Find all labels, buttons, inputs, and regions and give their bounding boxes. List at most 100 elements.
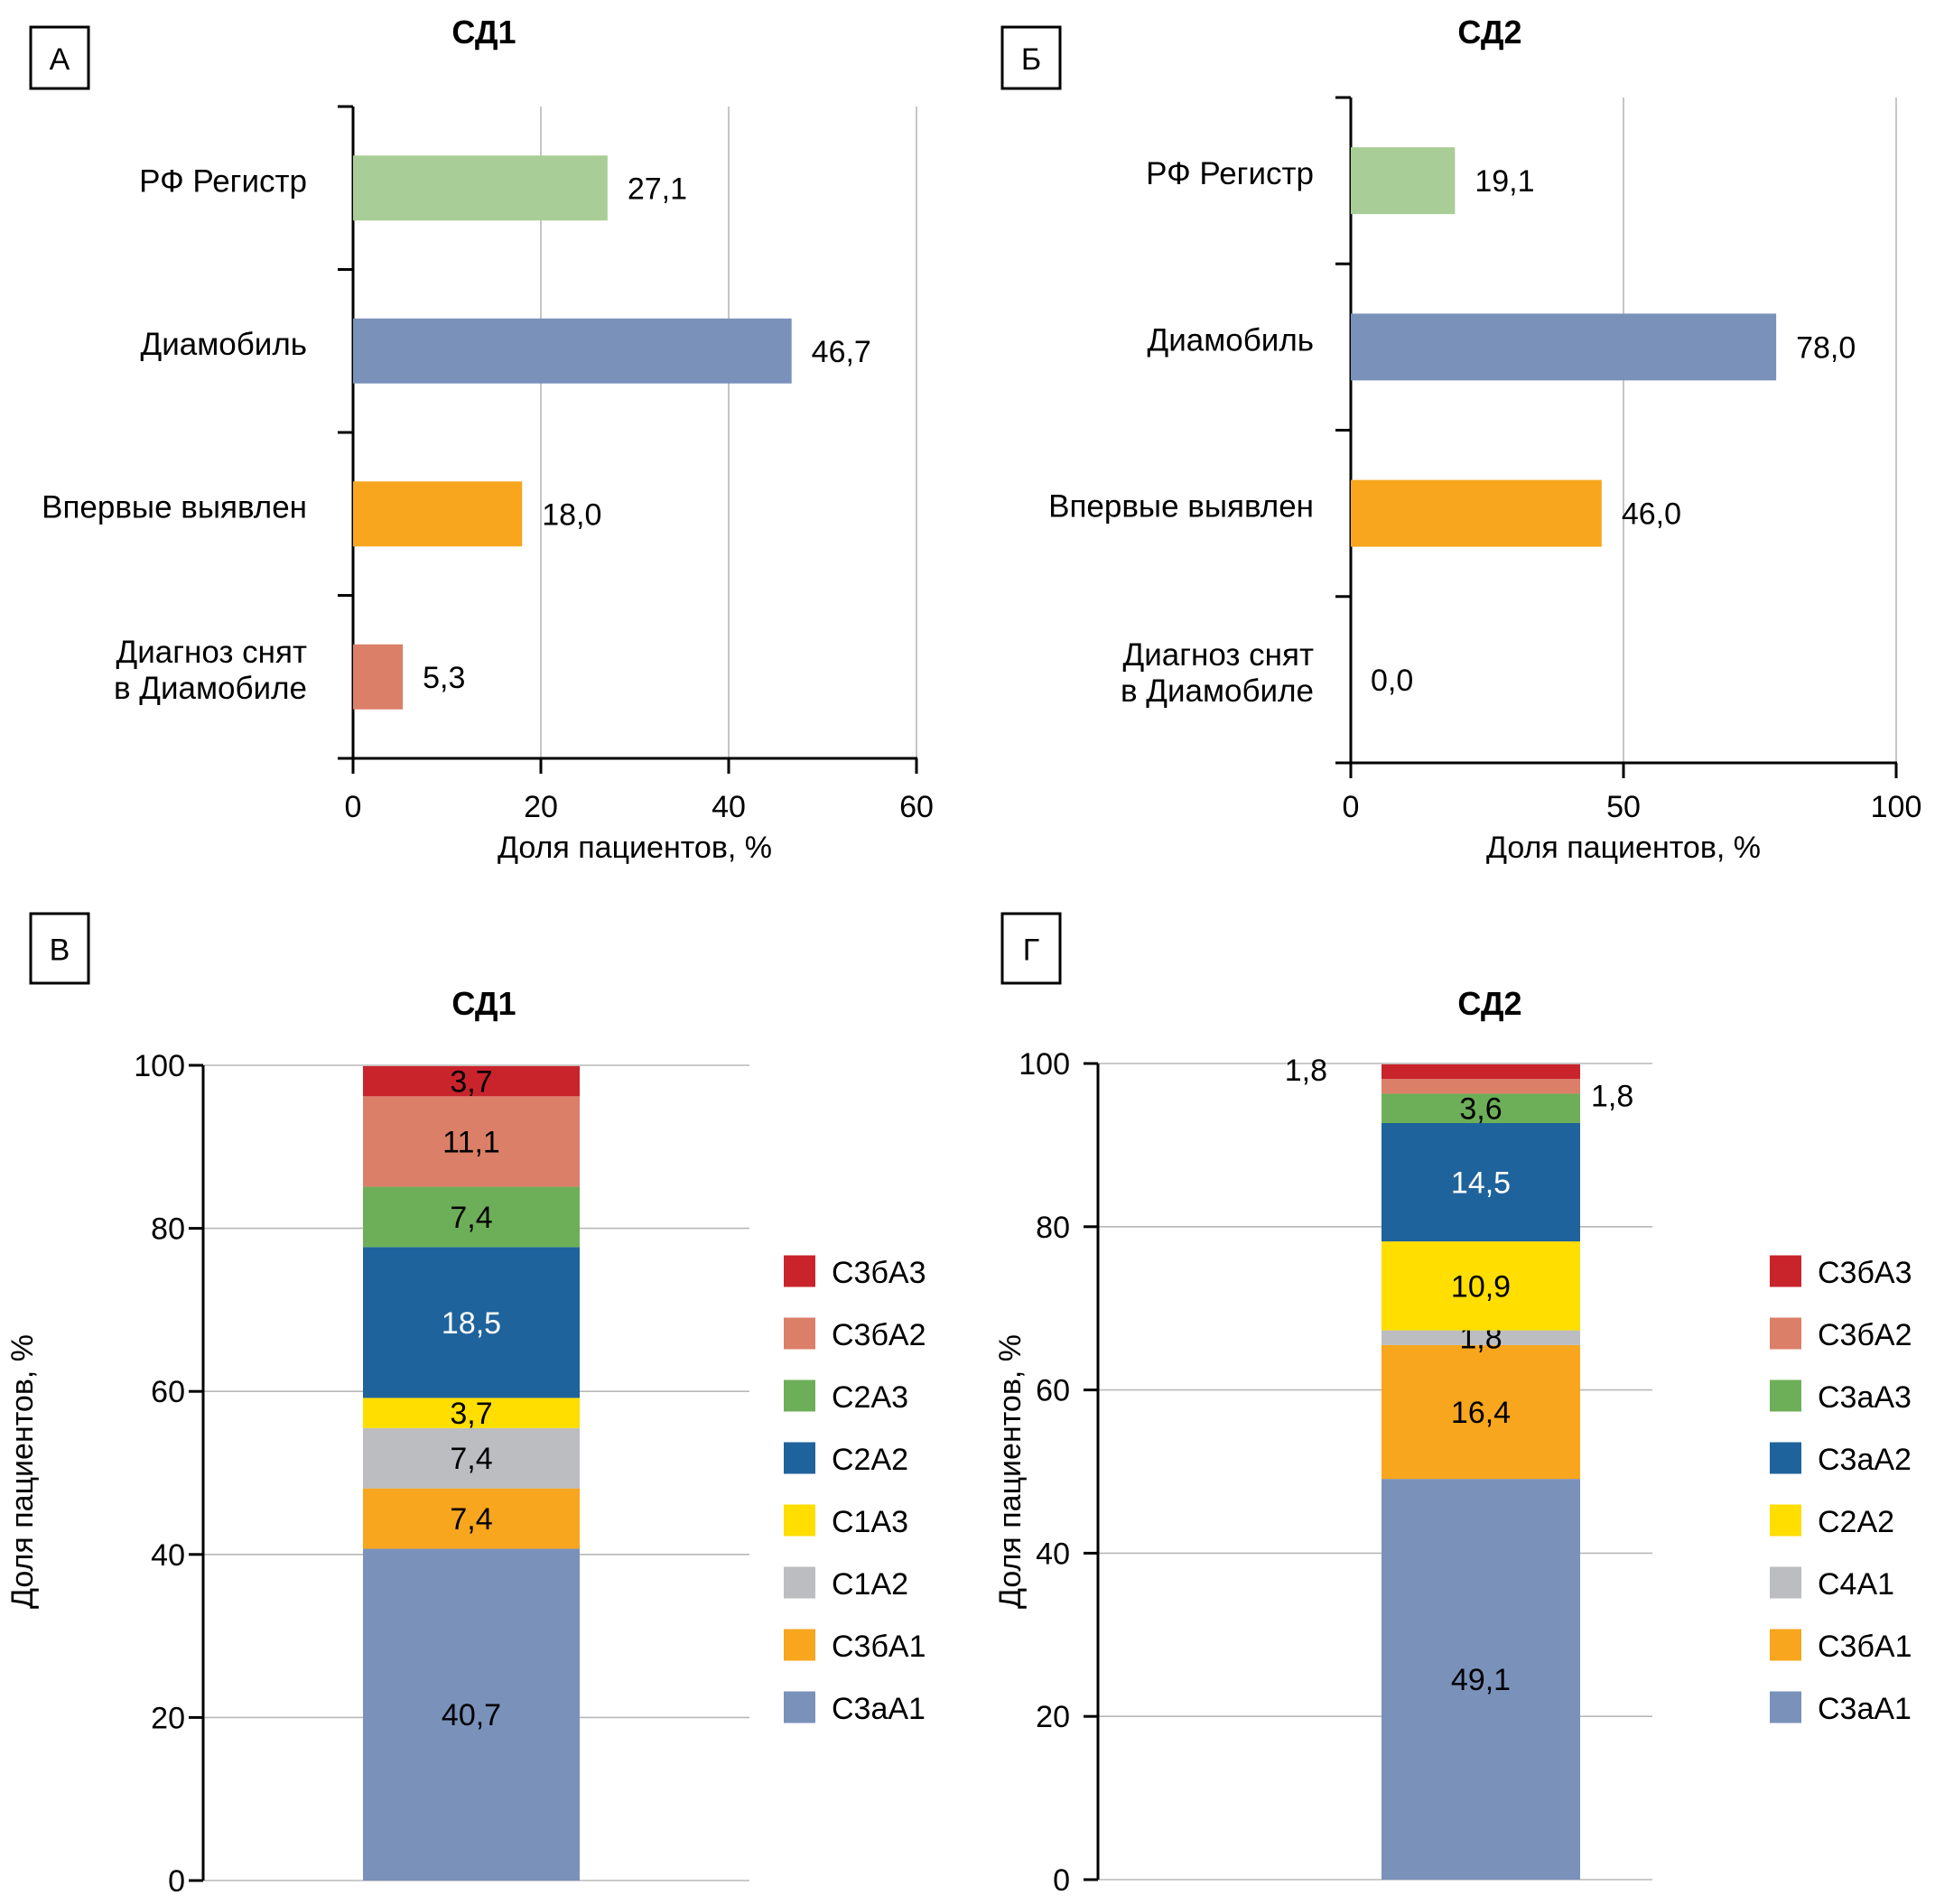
bar-value-label: 0,0: [1371, 664, 1413, 698]
y-tick-label: 0: [1053, 1863, 1070, 1898]
stack-segment-2: [363, 1488, 580, 1549]
legend-label: С3аА3: [1818, 1380, 1912, 1415]
legend-item: С2А2: [784, 1442, 908, 1477]
legend-item: С3бА3: [1770, 1255, 1912, 1290]
bar-3: [353, 481, 523, 547]
legend-label: С3аА1: [1818, 1692, 1912, 1726]
segment-value-label: 16,4: [1451, 1396, 1511, 1430]
y-tick-label: 80: [1036, 1211, 1070, 1245]
legend-item: С3аА1: [1770, 1691, 1912, 1726]
category-label: Впервые выявлен: [42, 489, 307, 525]
segment-value-label: 14,5: [1451, 1166, 1511, 1201]
bar-4: [353, 644, 404, 710]
legend-label: С3аА2: [1818, 1443, 1912, 1477]
panel-letter-box: [29, 912, 90, 985]
legend-label: С3бА1: [1818, 1630, 1912, 1664]
legend-swatch: [784, 1442, 815, 1474]
bar-value-label: 46,0: [1622, 497, 1681, 532]
legend-swatch: [1770, 1317, 1801, 1350]
segment-value-label: 18,5: [442, 1306, 501, 1341]
x-tick-label: 60: [899, 790, 934, 824]
segment-value-label: 40,7: [442, 1698, 501, 1732]
y-tick-label: 60: [151, 1375, 185, 1409]
legend-swatch: [1770, 1379, 1801, 1412]
legend-label: С2А2: [832, 1443, 908, 1477]
y-tick-label: 40: [1036, 1537, 1070, 1571]
bar-value-label: 19,1: [1475, 164, 1534, 199]
panel-2: Б СД2 0 50 100 Доля пациентов, % 19,1 РФ Регист…: [1000, 14, 1922, 865]
legend-label: С3бА2: [832, 1318, 926, 1352]
panel-letter: А: [50, 42, 70, 77]
y-tick-label: 40: [151, 1538, 185, 1573]
bar-value-label: 18,0: [542, 497, 601, 532]
y-tick-label: 100: [134, 1049, 185, 1083]
segment-value-label: 7,4: [450, 1201, 492, 1235]
category-label: Диагноз снят: [116, 635, 307, 670]
bar-value-label: 46,7: [812, 335, 871, 369]
y-tick-label: 0: [168, 1864, 185, 1899]
bar-3: [1351, 479, 1602, 547]
y-axis-title: Доля пациентов, %: [993, 1334, 1028, 1609]
legend-label: С3аА1: [832, 1692, 926, 1726]
x-axis-title: Доля пациентов, %: [498, 831, 772, 865]
stack-segment-5: [363, 1247, 580, 1398]
stack-segment-5: [1381, 1122, 1580, 1242]
legend-swatch: [784, 1566, 815, 1599]
panel-letter: В: [50, 933, 70, 968]
legend-item: С2А2: [1770, 1504, 1894, 1539]
category-label: в Диамобиле: [1121, 673, 1314, 709]
x-tick-label: 100: [1871, 790, 1922, 824]
legend-item: С3аА3: [1770, 1379, 1912, 1415]
panel-3: В СД1 0 20 40 60 80 100 Доля пациентов, % 40,7 7,4…: [5, 912, 926, 1899]
segment-value-label: 7,4: [450, 1502, 492, 1537]
bar-value-label: 27,1: [628, 172, 687, 206]
legend-label: С3бА3: [1818, 1256, 1912, 1290]
stack-segment-3: [1381, 1330, 1580, 1345]
bar-value-label: 78,0: [1796, 330, 1856, 365]
y-tick-label: 20: [1036, 1700, 1070, 1734]
legend-swatch: [784, 1379, 815, 1412]
y-tick-label: 80: [151, 1212, 185, 1247]
legend-swatch: [784, 1629, 815, 1661]
legend-label: С1А3: [832, 1505, 908, 1539]
panel-4: Г СД2 0 20 40 60 80 100 Доля пациентов, % 49,1 16,…: [993, 912, 1912, 1898]
x-tick-label: 50: [1606, 790, 1641, 824]
bar-value-label: 5,3: [423, 661, 465, 695]
y-tick-label: 20: [151, 1701, 185, 1735]
legend-swatch: [1770, 1504, 1801, 1537]
legend-item: С3бА1: [784, 1629, 926, 1664]
y-tick-label: 100: [1019, 1047, 1070, 1082]
bar-2: [1351, 313, 1777, 381]
category-label: Впервые выявлен: [1048, 489, 1314, 525]
x-tick-label: 20: [524, 790, 558, 824]
stack-segment-4: [1381, 1241, 1580, 1331]
bar-1: [1351, 147, 1456, 215]
legend-swatch: [1770, 1629, 1801, 1661]
segment-value-label: 49,1: [1451, 1663, 1511, 1697]
segment-value-label: 3,7: [450, 1065, 492, 1100]
y-tick-label: 60: [1036, 1374, 1070, 1408]
legend-label: С1А2: [832, 1567, 908, 1602]
stack-segment-6: [363, 1186, 580, 1248]
stack-segment-1: [1381, 1479, 1580, 1880]
legend-swatch: [784, 1691, 815, 1723]
panel-letter-box: [1000, 912, 1062, 985]
category-label: РФ Регистр: [1146, 156, 1314, 191]
stack-segment-4: [363, 1398, 580, 1428]
legend-item: С1А3: [784, 1504, 908, 1539]
panel-letter: Б: [1021, 42, 1041, 77]
legend-label: С3бА2: [1818, 1318, 1912, 1352]
segment-value-label: 3,7: [450, 1397, 492, 1431]
legend-item: С4А1: [1770, 1566, 1894, 1602]
legend-label: С2А2: [1818, 1505, 1894, 1539]
legend-item: С2А3: [784, 1379, 908, 1415]
segment-value-label: 11,1: [442, 1125, 500, 1159]
x-tick-label: 0: [1343, 790, 1360, 824]
legend-swatch: [1770, 1255, 1801, 1287]
legend-swatch: [784, 1504, 815, 1537]
legend-item: С3бА3: [784, 1255, 926, 1290]
chart-title: СД1: [451, 14, 516, 51]
panel-letter: Г: [1023, 933, 1039, 968]
category-label: Диамобиль: [1147, 322, 1314, 358]
